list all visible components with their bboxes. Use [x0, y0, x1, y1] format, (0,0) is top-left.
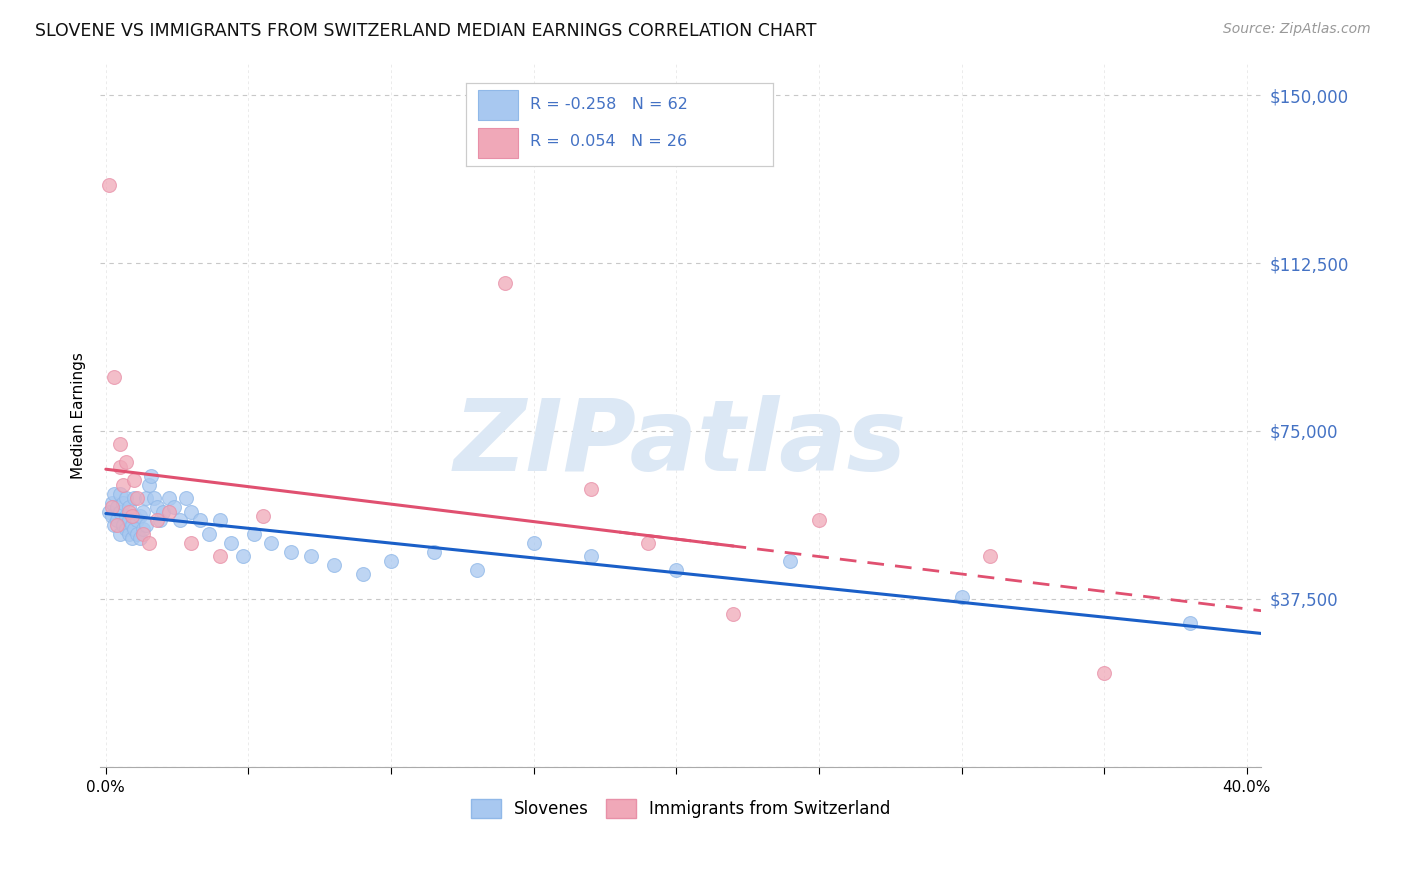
- Point: [97, 178, 120, 192]
- Point: [260, 536, 283, 550]
- Point: [124, 523, 146, 537]
- Point: [100, 508, 122, 523]
- Point: [232, 549, 254, 564]
- Point: [121, 508, 143, 523]
- Point: [121, 532, 143, 546]
- Point: [103, 370, 125, 384]
- Point: [100, 495, 122, 509]
- Point: [103, 517, 125, 532]
- Point: [141, 468, 163, 483]
- Point: [779, 554, 801, 568]
- Point: [352, 567, 374, 582]
- Point: [174, 491, 197, 505]
- Point: [146, 513, 169, 527]
- Point: [108, 459, 131, 474]
- Point: [111, 517, 134, 532]
- Text: ZIPatlas: ZIPatlas: [454, 395, 907, 491]
- Point: [114, 508, 136, 523]
- Text: SLOVENE VS IMMIGRANTS FROM SWITZERLAND MEDIAN EARNINGS CORRELATION CHART: SLOVENE VS IMMIGRANTS FROM SWITZERLAND M…: [35, 22, 817, 40]
- Point: [208, 513, 231, 527]
- Point: [143, 491, 166, 505]
- Point: [1092, 665, 1115, 680]
- Point: [129, 508, 152, 523]
- Point: [950, 590, 973, 604]
- Point: [118, 500, 141, 514]
- Point: [132, 504, 155, 518]
- Point: [979, 549, 1001, 564]
- Point: [138, 536, 160, 550]
- Point: [114, 491, 136, 505]
- Point: [1178, 616, 1201, 631]
- Point: [323, 558, 346, 573]
- Point: [118, 513, 141, 527]
- Point: [579, 482, 602, 496]
- Point: [180, 536, 202, 550]
- Point: [523, 536, 546, 550]
- Point: [127, 491, 149, 505]
- Point: [180, 504, 202, 518]
- Point: [169, 513, 191, 527]
- Point: [163, 500, 186, 514]
- Point: [127, 527, 149, 541]
- Point: [152, 504, 174, 518]
- Point: [132, 527, 155, 541]
- Point: [100, 500, 122, 514]
- Point: [208, 549, 231, 564]
- Point: [114, 523, 136, 537]
- Point: [252, 508, 274, 523]
- Point: [132, 523, 155, 537]
- Point: [243, 527, 266, 541]
- Point: [105, 500, 128, 514]
- Point: [723, 607, 745, 622]
- Point: [103, 486, 125, 500]
- Point: [197, 527, 219, 541]
- Point: [135, 517, 157, 532]
- Point: [135, 491, 157, 505]
- Point: [665, 563, 688, 577]
- Point: [124, 508, 146, 523]
- Point: [111, 495, 134, 509]
- Point: [105, 517, 128, 532]
- Point: [299, 549, 322, 564]
- Point: [121, 517, 143, 532]
- Point: [188, 513, 211, 527]
- Point: [114, 455, 136, 469]
- Y-axis label: Median Earnings: Median Earnings: [72, 351, 86, 479]
- Point: [108, 527, 131, 541]
- Point: [149, 513, 172, 527]
- Point: [108, 486, 131, 500]
- Point: [129, 532, 152, 546]
- Point: [108, 504, 131, 518]
- Point: [637, 536, 659, 550]
- Point: [118, 527, 141, 541]
- Point: [807, 513, 830, 527]
- Point: [494, 277, 516, 291]
- Point: [465, 563, 488, 577]
- Point: [579, 549, 602, 564]
- Point: [157, 491, 180, 505]
- Point: [108, 437, 131, 451]
- Point: [380, 554, 402, 568]
- Point: [111, 477, 134, 491]
- Point: [146, 500, 169, 514]
- Point: [157, 504, 180, 518]
- Point: [280, 545, 302, 559]
- Point: [221, 536, 243, 550]
- Point: [105, 513, 128, 527]
- Point: [423, 545, 446, 559]
- Point: [124, 491, 146, 505]
- Point: [124, 473, 146, 487]
- Point: [97, 504, 120, 518]
- Point: [118, 504, 141, 518]
- Point: [138, 477, 160, 491]
- Point: [127, 513, 149, 527]
- Text: Source: ZipAtlas.com: Source: ZipAtlas.com: [1223, 22, 1371, 37]
- Legend: Slovenes, Immigrants from Switzerland: Slovenes, Immigrants from Switzerland: [464, 792, 897, 825]
